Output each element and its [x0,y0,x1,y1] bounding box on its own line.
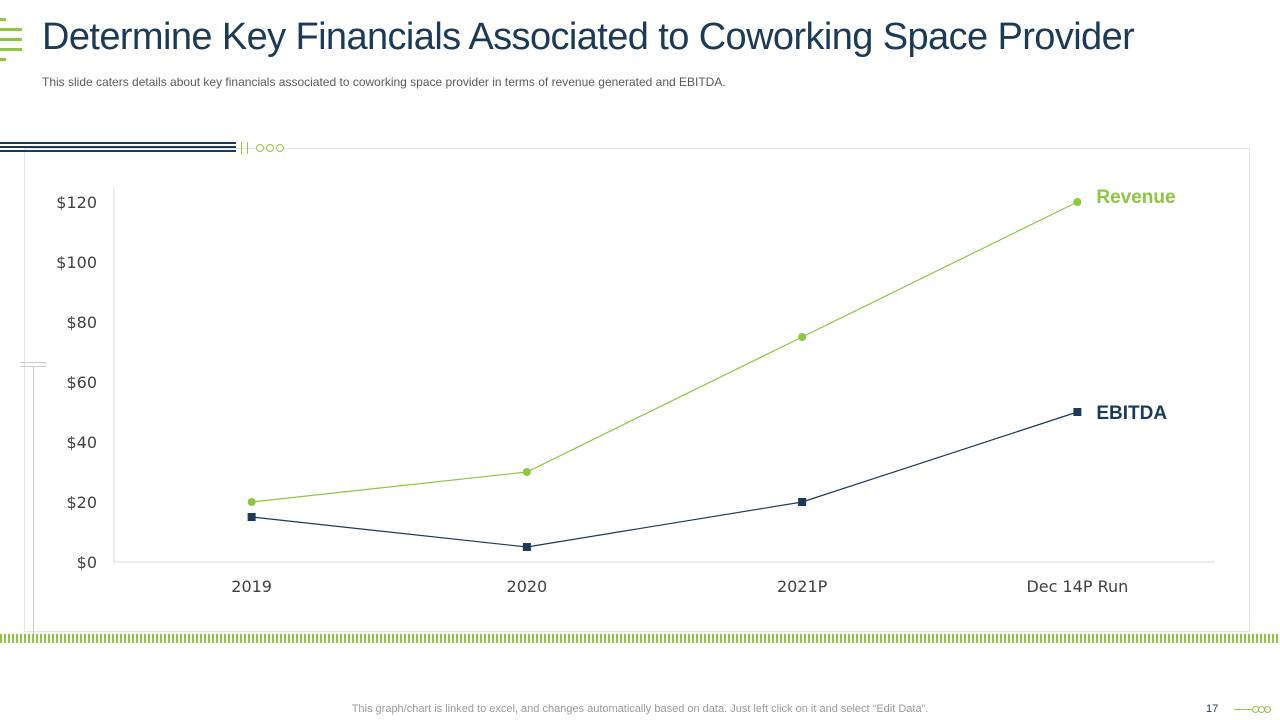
ebitda-point[interactable] [247,513,256,521]
y-tick-label: $80 [66,313,97,332]
footer-note: This graph/chart is linked to excel, and… [351,703,929,715]
x-tick-label: 2020 [507,577,548,596]
page-subtitle: This slide caters details about key fina… [42,75,726,89]
revenue-point[interactable] [522,468,531,476]
y-tick-label: $20 [66,493,97,512]
ebitda-point[interactable] [522,543,531,551]
revenue-point[interactable] [1073,198,1082,206]
x-tick-label: Dec 14P Run [1026,577,1128,596]
header-rule-decoration [0,140,236,156]
y-tick-label: $100 [56,253,97,272]
ebitda-point[interactable] [1073,408,1082,416]
y-tick-label: $0 [77,553,97,572]
chart-frame [24,148,1250,632]
revenue-point[interactable] [798,333,807,341]
revenue-point[interactable] [247,498,256,506]
ebitda-point[interactable] [798,498,807,506]
x-tick-label: 2021P [777,577,828,596]
revenue-line[interactable] [251,201,1078,503]
ebitda-line[interactable] [251,411,1078,548]
revenue-series-label: Revenue [1096,187,1175,208]
dots-decoration [256,144,296,152]
x-tick-label: 2019 [231,577,272,596]
page-number-line-decoration [1234,709,1266,710]
page-number: 17 [1206,703,1219,715]
y-tick-label: $60 [66,373,97,392]
footer-stripe [0,634,1280,643]
y-tick-label: $40 [66,433,97,452]
left-bracket-decoration [20,362,46,634]
ebitda-series-label: EBITDA [1096,403,1167,424]
y-tick-label: $120 [56,193,97,212]
page-title: Determine Key Financials Associated to C… [42,16,1135,58]
